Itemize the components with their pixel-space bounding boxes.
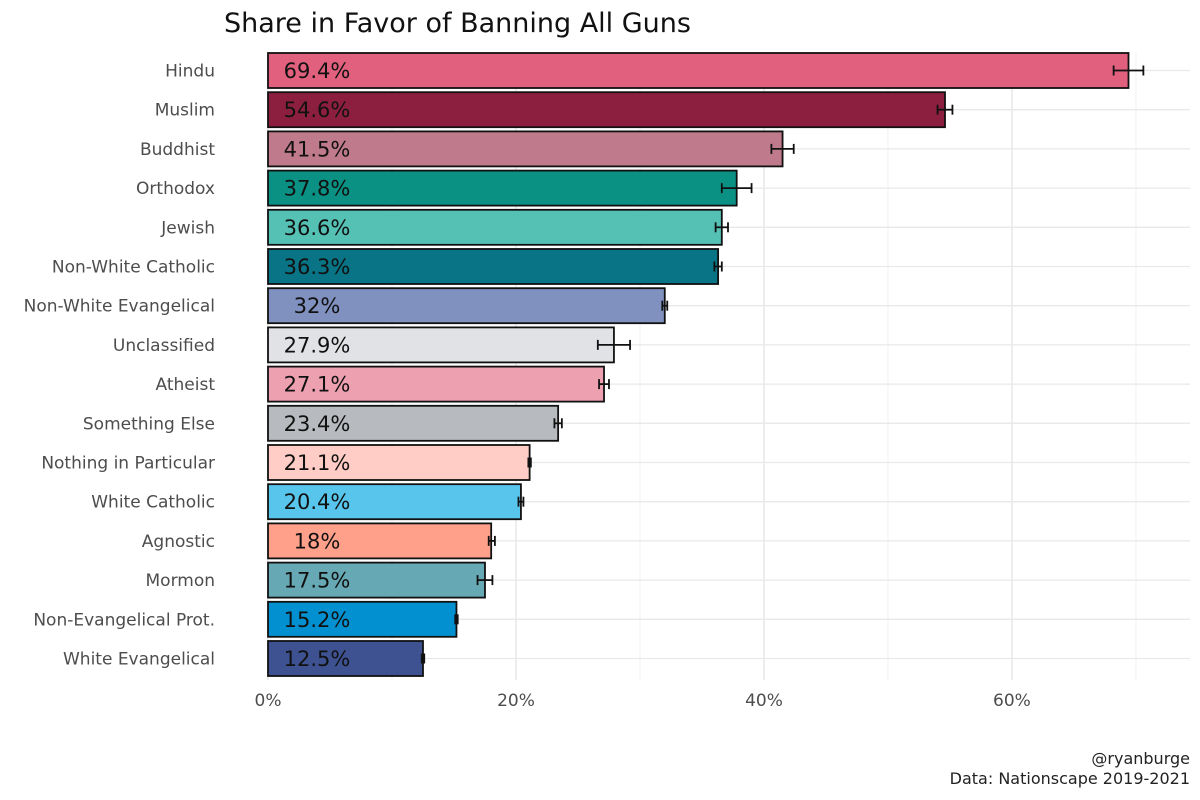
value-label: 21.1%	[284, 451, 351, 475]
value-label: 15.2%	[284, 608, 351, 632]
bar	[267, 248, 719, 285]
bar	[267, 483, 522, 521]
bar	[267, 208, 723, 246]
data-source: Data: Nationscape 2019-2021	[950, 769, 1190, 788]
category-label: Agnostic	[142, 532, 215, 552]
category-label: White Catholic	[91, 493, 215, 513]
value-label: 23.4%	[284, 412, 351, 436]
category-label: Unclassified	[113, 336, 215, 356]
value-label: 32%	[294, 294, 341, 318]
category-label: Atheist	[156, 375, 216, 395]
x-tick-label: 0%	[255, 691, 282, 711]
value-label: 17.5%	[284, 569, 351, 593]
bar	[267, 404, 560, 442]
bar	[267, 52, 1130, 89]
author-handle: @ryanburge	[1091, 749, 1190, 768]
x-axis-ticks: 0% 20% 40% 60%	[255, 691, 1031, 711]
category-label: Orthodox	[136, 179, 215, 199]
category-label: Non-White Catholic	[52, 258, 215, 278]
bar	[267, 130, 784, 168]
category-label: Non-Evangelical Prot.	[33, 610, 215, 630]
x-tick-label: 40%	[745, 691, 783, 711]
value-label: 41.5%	[284, 137, 351, 161]
value-label: 27.9%	[284, 333, 351, 357]
category-label: Mormon	[146, 571, 216, 591]
value-label: 27.1%	[284, 373, 351, 397]
bar	[267, 640, 424, 677]
category-label: Muslim	[155, 101, 215, 121]
value-label: 37.8%	[284, 177, 351, 201]
bar	[267, 169, 738, 207]
bar	[267, 522, 493, 560]
category-labels: Hindu Muslim Buddhist Orthodox Jewish Non-Whi…	[24, 62, 216, 670]
value-label: 36.3%	[284, 255, 351, 279]
bar	[267, 600, 458, 638]
category-label: Nothing in Particular	[41, 454, 215, 474]
value-label: 69.4%	[284, 59, 351, 83]
category-label: Non-White Evangelical	[24, 297, 215, 317]
value-label: 12.5%	[284, 647, 351, 671]
chart-title: Share in Favor of Banning All Guns	[224, 8, 691, 39]
x-tick-label: 60%	[993, 691, 1031, 711]
bar	[267, 561, 486, 599]
value-label: 36.6%	[284, 216, 351, 240]
value-labels: 69.4% 54.6% 41.5% 37.8% 36.6% 36.3% 32% 27.9% 27…	[284, 59, 351, 671]
category-label: White Evangelical	[63, 650, 215, 670]
bars	[267, 52, 1130, 677]
category-label: Jewish	[160, 218, 215, 238]
bar	[267, 444, 531, 481]
bar	[267, 326, 615, 364]
value-label: 20.4%	[284, 490, 351, 514]
x-tick-label: 20%	[497, 691, 535, 711]
error-bars	[420, 65, 1145, 664]
value-label: 18%	[294, 529, 341, 553]
category-label: Something Else	[83, 414, 215, 434]
category-label: Buddhist	[140, 140, 215, 160]
category-label: Hindu	[165, 62, 215, 82]
value-label: 54.6%	[284, 98, 351, 122]
bar	[267, 91, 946, 129]
